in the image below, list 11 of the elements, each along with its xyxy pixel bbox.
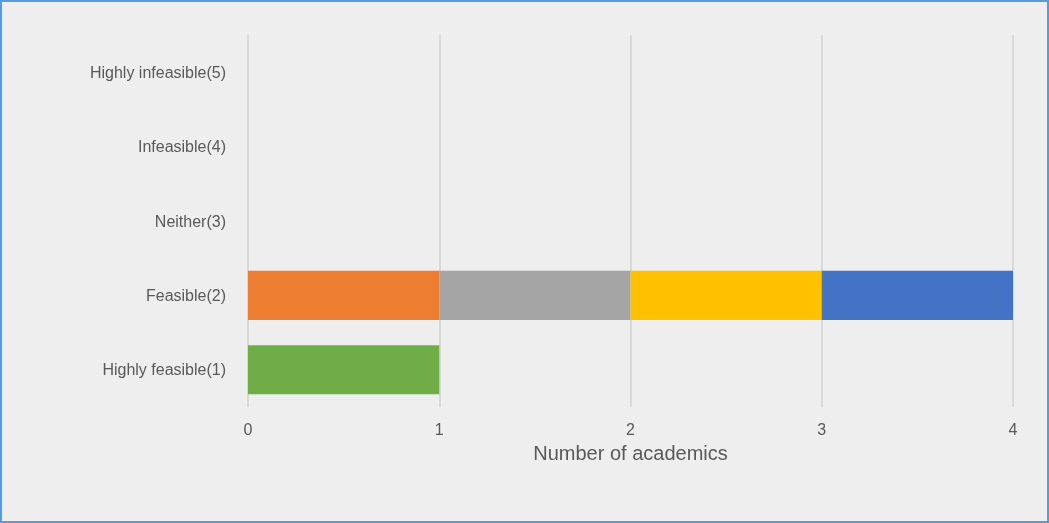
y-tick-label: Neither(3) xyxy=(154,212,226,230)
x-axis-title: Number of academics xyxy=(533,442,728,464)
x-tick-label: 1 xyxy=(434,420,444,438)
x-tick-label: 0 xyxy=(243,420,253,438)
x-tick-label: 3 xyxy=(817,420,827,438)
y-tick-label: Highly feasible(1) xyxy=(102,361,226,379)
x-tick-label: 2 xyxy=(626,420,636,438)
x-tick-label: 4 xyxy=(1008,420,1018,438)
y-tick-label: Infeasible(4) xyxy=(137,138,226,156)
y-tick-label: Highly infeasible(5) xyxy=(89,63,226,81)
y-tick-label: Feasible(2) xyxy=(145,286,226,304)
